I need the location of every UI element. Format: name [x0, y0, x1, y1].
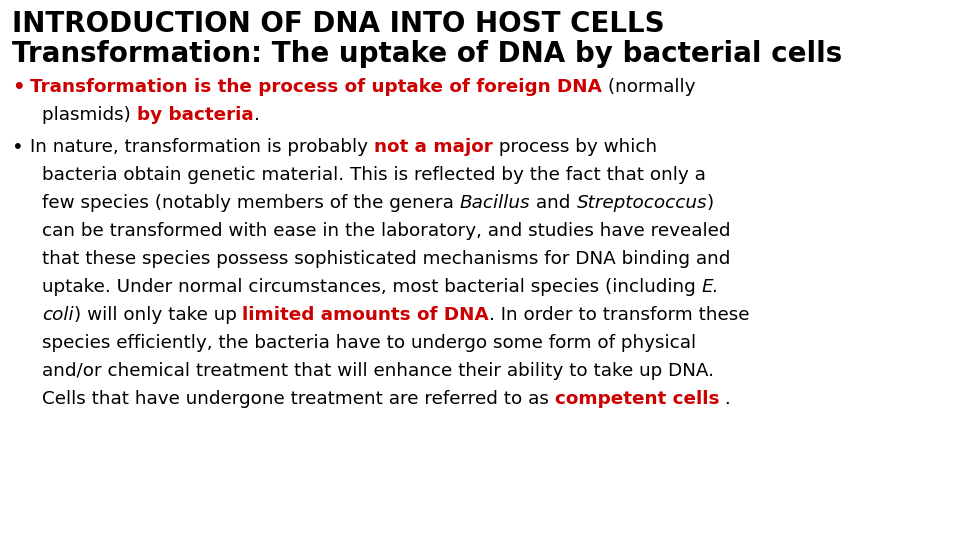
Text: (normally: (normally	[602, 78, 695, 96]
Text: ) will only take up: ) will only take up	[74, 306, 242, 324]
Text: Transformation: The uptake of DNA by bacterial cells: Transformation: The uptake of DNA by bac…	[12, 40, 842, 68]
Text: and: and	[530, 194, 577, 212]
Text: ): )	[708, 194, 720, 212]
Text: . In order to transform these: . In order to transform these	[490, 306, 750, 324]
Text: process by which: process by which	[492, 138, 657, 156]
Text: •: •	[12, 78, 25, 97]
Text: competent cells: competent cells	[555, 390, 719, 408]
Text: .: .	[253, 106, 259, 124]
Text: In nature, transformation is probably: In nature, transformation is probably	[30, 138, 373, 156]
Text: limited amounts of DNA: limited amounts of DNA	[242, 306, 490, 324]
Text: coli: coli	[42, 306, 74, 324]
Text: few species (notably members of the genera: few species (notably members of the gene…	[42, 194, 460, 212]
Text: Transformation is the process of uptake of foreign DNA: Transformation is the process of uptake …	[30, 78, 602, 96]
Text: Streptococcus: Streptococcus	[577, 194, 708, 212]
Text: Cells that have undergone treatment are referred to as: Cells that have undergone treatment are …	[42, 390, 555, 408]
Text: that these species possess sophisticated mechanisms for DNA binding and: that these species possess sophisticated…	[42, 250, 731, 268]
Text: uptake. Under normal circumstances, most bacterial species (including: uptake. Under normal circumstances, most…	[42, 278, 702, 296]
Text: .: .	[719, 390, 731, 408]
Text: species efficiently, the bacteria have to undergo some form of physical: species efficiently, the bacteria have t…	[42, 334, 696, 352]
Text: not a major: not a major	[373, 138, 492, 156]
Text: plasmids): plasmids)	[42, 106, 136, 124]
Text: bacteria obtain genetic material. This is reflected by the fact that only a: bacteria obtain genetic material. This i…	[42, 166, 706, 184]
Text: Bacillus: Bacillus	[460, 194, 530, 212]
Text: can be transformed with ease in the laboratory, and studies have revealed: can be transformed with ease in the labo…	[42, 222, 731, 240]
Text: by bacteria: by bacteria	[136, 106, 253, 124]
Text: INTRODUCTION OF DNA INTO HOST CELLS: INTRODUCTION OF DNA INTO HOST CELLS	[12, 10, 664, 38]
Text: E.: E.	[702, 278, 719, 296]
Text: •: •	[12, 138, 24, 157]
Text: and/or chemical treatment that will enhance their ability to take up DNA.: and/or chemical treatment that will enha…	[42, 362, 714, 380]
